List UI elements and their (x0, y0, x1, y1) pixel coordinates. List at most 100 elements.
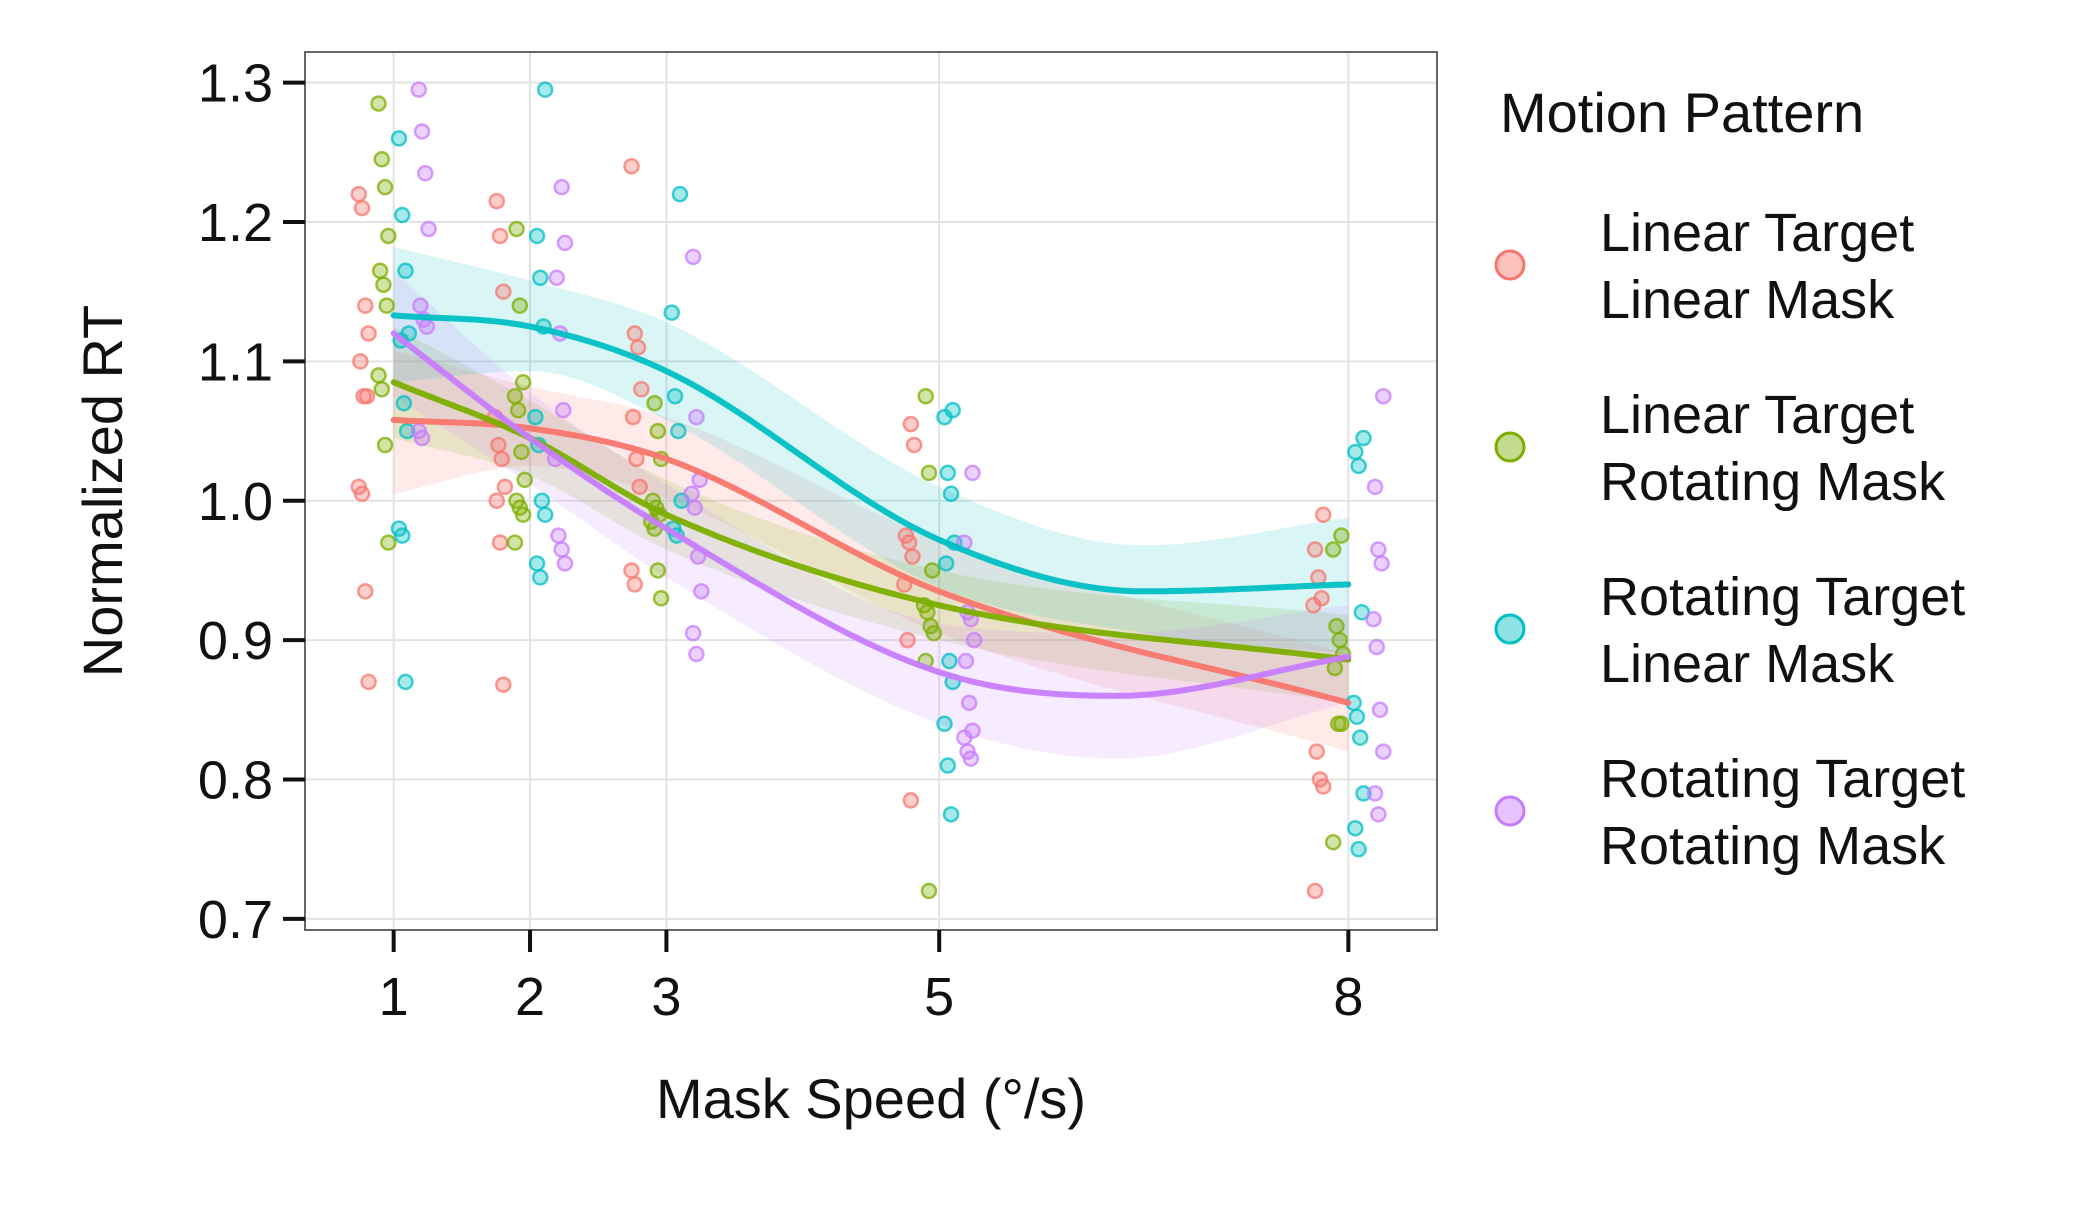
data-point-series-2 (925, 624, 943, 642)
y-tick-label: 1.2 (198, 193, 273, 253)
data-point-series-3 (942, 485, 960, 503)
data-point-series-3 (527, 408, 544, 426)
legend-label-line2: Linear Mask (1600, 634, 1895, 694)
data-point-series-1 (1315, 778, 1332, 795)
legend-label-line1: Rotating Target (1600, 749, 1965, 809)
data-point-series-1 (629, 339, 647, 356)
grid (305, 52, 1437, 930)
data-point-series-4 (417, 164, 434, 182)
plot-panel (305, 52, 1437, 930)
legend-swatch (1494, 613, 1526, 645)
data-point-series-1 (1305, 597, 1322, 614)
x-axis-title: Mask Speed (°/s) (656, 1067, 1086, 1130)
data-point-series-2 (378, 297, 395, 314)
data-point-series-1 (490, 436, 507, 454)
data-point-series-4 (553, 541, 570, 558)
data-point-series-3 (398, 422, 416, 440)
data-point-series-3 (532, 269, 549, 287)
data-point-series-4 (683, 485, 700, 503)
data-point-series-4 (418, 318, 436, 335)
data-point-series-2 (370, 95, 387, 112)
data-point-series-1 (353, 485, 371, 503)
data-point-series-4 (957, 652, 975, 670)
data-point-series-1 (623, 158, 640, 175)
data-point-series-2 (514, 506, 532, 523)
data-point-series-3 (939, 757, 957, 774)
data-point-series-1 (1308, 743, 1325, 760)
data-point-series-2 (1333, 527, 1350, 544)
data-point-series-4 (688, 645, 705, 663)
data-point-series-4 (956, 729, 973, 746)
data-point-series-3 (393, 206, 411, 224)
data-point-series-4 (420, 220, 437, 238)
y-tick-label: 1.3 (198, 54, 273, 114)
x-tick-label: 3 (651, 967, 681, 1027)
data-point-series-3 (670, 422, 687, 440)
x-tick-label: 5 (924, 967, 954, 1027)
legend-item: Linear Target Rotating Mask (1494, 385, 1946, 512)
legend-label-line1: Linear Target (1600, 385, 1914, 445)
data-point-series-1 (357, 583, 374, 600)
data-point-series-1 (1306, 541, 1324, 558)
y-tick-label: 1.1 (198, 332, 273, 392)
data-point-series-3 (937, 555, 955, 572)
data-point-series-1 (495, 283, 512, 300)
data-point-series-4 (556, 555, 574, 572)
legend-label-line1: Linear Target (1600, 203, 1914, 263)
data-point-series-4 (1368, 638, 1385, 656)
data-point-series-4 (553, 178, 570, 196)
data-point-series-2 (509, 401, 527, 419)
data-point-series-2 (1331, 631, 1349, 649)
data-point-series-1 (491, 534, 509, 551)
data-point-series-3 (532, 569, 549, 586)
data-point-series-3 (393, 527, 411, 544)
data-point-series-2 (506, 534, 524, 551)
data-point-series-1 (360, 325, 377, 342)
legend-swatch (1494, 795, 1526, 827)
legend-swatch (1494, 249, 1526, 281)
data-point-series-4 (688, 408, 705, 426)
data-point-series-4 (413, 123, 431, 140)
plot-border (304, 51, 1438, 931)
data-point-series-2 (373, 381, 391, 398)
data-point-series-3 (1347, 443, 1364, 461)
data-point-series-3 (533, 492, 551, 510)
data-point-series-4 (965, 631, 983, 649)
legend-label-line2: Linear Mask (1600, 270, 1895, 330)
data-point-series-3 (390, 130, 408, 147)
data-point-series-3 (941, 652, 958, 670)
data-point-series-2 (513, 443, 530, 461)
data-point-series-3 (1350, 457, 1367, 475)
data-point-series-4 (1373, 555, 1390, 572)
x-tick-label: 2 (515, 967, 545, 1027)
data-point-series-1 (899, 631, 916, 649)
data-point-series-2 (380, 227, 397, 245)
data-point-series-2 (376, 178, 394, 196)
data-point-series-4 (1366, 785, 1384, 802)
data-point-series-4 (684, 624, 702, 642)
data-point-series-1 (626, 576, 644, 593)
legend-label-line2: Rotating Mask (1600, 452, 1946, 512)
y-tick-label: 0.8 (198, 750, 273, 810)
data-point-series-1 (900, 534, 918, 551)
data-point-series-3 (536, 81, 554, 98)
data-point-series-4 (964, 464, 981, 482)
data-point-series-4 (1370, 541, 1387, 558)
data-point-series-2 (506, 387, 524, 405)
data-point-series-2 (920, 464, 938, 482)
smooth-line-series-3 (390, 312, 1352, 595)
data-point-series-3 (666, 387, 684, 405)
data-point-series-4 (550, 527, 567, 544)
data-point-series-4 (548, 269, 566, 287)
data-point-series-3 (1353, 603, 1371, 621)
data-point-series-4 (1365, 610, 1382, 628)
data-point-series-3 (1355, 785, 1372, 802)
data-point-series-2 (380, 534, 397, 551)
data-point-series-1 (624, 408, 642, 426)
data-point-series-1 (488, 492, 506, 510)
y-tick-label: 0.9 (198, 611, 273, 671)
confidence-band-series-2 (393, 326, 1349, 703)
